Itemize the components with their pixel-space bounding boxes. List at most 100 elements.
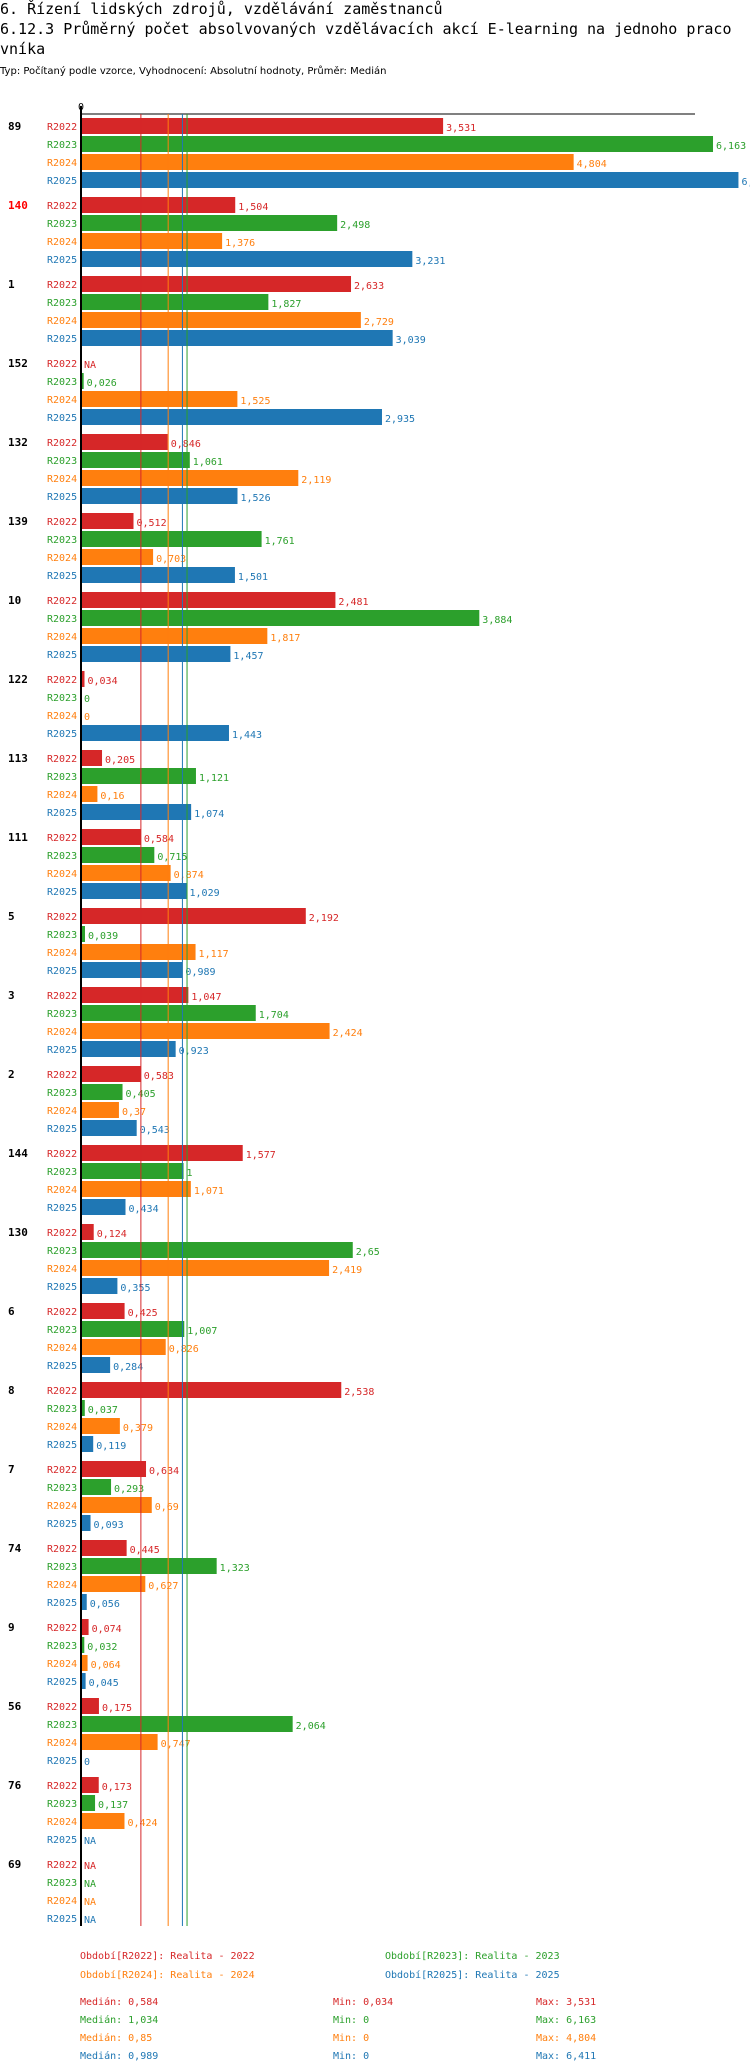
series-label-r2025: R2025	[47, 492, 77, 503]
bar-74-r2022	[81, 1540, 127, 1556]
series-label-r2025: R2025	[47, 1361, 77, 1372]
series-label-r2022: R2022	[47, 1544, 77, 1555]
bar-2-r2024	[81, 1102, 119, 1118]
series-label-r2024: R2024	[47, 1738, 77, 1749]
bar-1-r2025	[81, 330, 393, 346]
group-label-1: 1	[8, 278, 15, 291]
bar-76-r2024	[81, 1813, 125, 1829]
group-label-76: 76	[8, 1779, 22, 1792]
data-label-139-r2024: 0,703	[156, 554, 186, 565]
data-label-7-r2022: 0,634	[149, 1466, 179, 1477]
stat-min-r2022: Min: 0,034	[333, 1997, 394, 2008]
series-label-r2022: R2022	[47, 201, 77, 212]
series-label-r2022: R2022	[47, 1070, 77, 1081]
data-label-3-r2025: 0,923	[179, 1046, 209, 1057]
series-label-r2023: R2023	[47, 456, 77, 467]
series-label-r2024: R2024	[47, 158, 77, 169]
series-label-r2024: R2024	[47, 1422, 77, 1433]
bar-8-r2023	[81, 1400, 85, 1416]
bar-89-r2025	[81, 172, 739, 188]
series-label-r2022: R2022	[47, 991, 77, 1002]
bar-111-r2022	[81, 829, 141, 845]
series-label-r2025: R2025	[47, 808, 77, 819]
data-label-69-r2022: NA	[84, 1861, 96, 1872]
series-label-r2023: R2023	[47, 535, 77, 546]
legend-period-r2024: Období[R2024]: Realita - 2024	[80, 1970, 255, 1981]
series-label-r2023: R2023	[47, 1483, 77, 1494]
data-label-152-r2024: 1,525	[240, 396, 270, 407]
data-label-6-r2022: 0,425	[128, 1308, 158, 1319]
series-label-r2024: R2024	[47, 869, 77, 880]
data-label-144-r2022: 1,577	[246, 1150, 276, 1161]
series-label-r2023: R2023	[47, 1404, 77, 1415]
data-label-113-r2023: 1,121	[199, 773, 229, 784]
series-label-r2023: R2023	[47, 1088, 77, 1099]
series-label-r2024: R2024	[47, 1659, 77, 1670]
series-label-r2022: R2022	[47, 1149, 77, 1160]
bar-122-r2022	[81, 671, 85, 687]
stat-min-r2023: Min: 0	[333, 2015, 370, 2026]
bar-130-r2022	[81, 1224, 94, 1240]
data-label-130-r2022: 0,124	[97, 1229, 127, 1240]
bar-74-r2024	[81, 1576, 146, 1592]
bar-111-r2025	[81, 883, 187, 899]
data-label-144-r2023: 1	[187, 1168, 193, 1179]
bar-2-r2025	[81, 1120, 137, 1136]
data-label-139-r2023: 1,761	[265, 536, 295, 547]
series-label-r2025: R2025	[47, 887, 77, 898]
stat-max-r2022: Max: 3,531	[536, 1997, 597, 2008]
bar-9-r2022	[81, 1619, 89, 1635]
bar-140-r2024	[81, 233, 223, 249]
group-label-8: 8	[8, 1384, 15, 1397]
series-label-r2025: R2025	[47, 1835, 77, 1846]
bar-152-r2024	[81, 391, 238, 407]
bar-140-r2022	[81, 197, 236, 213]
data-label-1-r2023: 1,827	[271, 299, 301, 310]
bar-130-r2024	[81, 1260, 330, 1276]
group-label-7: 7	[8, 1463, 15, 1476]
series-label-r2024: R2024	[47, 237, 77, 248]
bar-140-r2023	[81, 215, 338, 231]
data-label-69-r2023: NA	[84, 1879, 96, 1890]
data-label-10-r2024: 1,817	[270, 633, 300, 644]
data-label-122-r2023: 0	[84, 694, 90, 705]
data-label-113-r2025: 1,074	[194, 809, 224, 820]
bar-130-r2025	[81, 1278, 118, 1294]
series-label-r2022: R2022	[47, 359, 77, 370]
series-label-r2022: R2022	[47, 438, 77, 449]
bar-56-r2022	[81, 1698, 99, 1714]
group-label-139: 139	[8, 515, 28, 528]
series-label-r2024: R2024	[47, 1106, 77, 1117]
series-label-r2024: R2024	[47, 1264, 77, 1275]
bar-74-r2025	[81, 1594, 87, 1610]
bar-139-r2024	[81, 549, 154, 565]
data-label-74-r2022: 0,445	[130, 1545, 160, 1556]
data-label-122-r2024: 0	[84, 712, 90, 723]
data-label-3-r2022: 1,047	[191, 992, 221, 1003]
bar-7-r2022	[81, 1461, 147, 1477]
data-label-6-r2023: 1,007	[187, 1326, 217, 1337]
data-label-132-r2022: 0,846	[171, 439, 201, 450]
bar-7-r2024	[81, 1497, 152, 1513]
group-label-3: 3	[8, 989, 15, 1002]
bar-144-r2025	[81, 1199, 126, 1215]
series-label-r2023: R2023	[47, 851, 77, 862]
group-label-74: 74	[8, 1542, 22, 1555]
series-label-r2024: R2024	[47, 1027, 77, 1038]
series-label-r2024: R2024	[47, 1896, 77, 1907]
series-label-r2024: R2024	[47, 1343, 77, 1354]
data-label-76-r2025: NA	[84, 1836, 96, 1847]
bar-10-r2023	[81, 610, 480, 626]
stat-max-r2025: Max: 6,411	[536, 2051, 597, 2062]
chart-title-line2: 6.12.3 Průměrný počet absolvovaných vzdě…	[0, 20, 732, 38]
bar-1-r2024	[81, 312, 361, 328]
group-label-111: 111	[8, 831, 28, 844]
data-label-10-r2023: 3,884	[482, 615, 512, 626]
bar-6-r2024	[81, 1339, 166, 1355]
series-label-r2024: R2024	[47, 395, 77, 406]
stat-max-r2023: Max: 6,163	[536, 2015, 597, 2026]
series-label-r2024: R2024	[47, 1501, 77, 1512]
bar-76-r2022	[81, 1777, 99, 1793]
series-label-r2023: R2023	[47, 1167, 77, 1178]
series-label-r2023: R2023	[47, 1799, 77, 1810]
